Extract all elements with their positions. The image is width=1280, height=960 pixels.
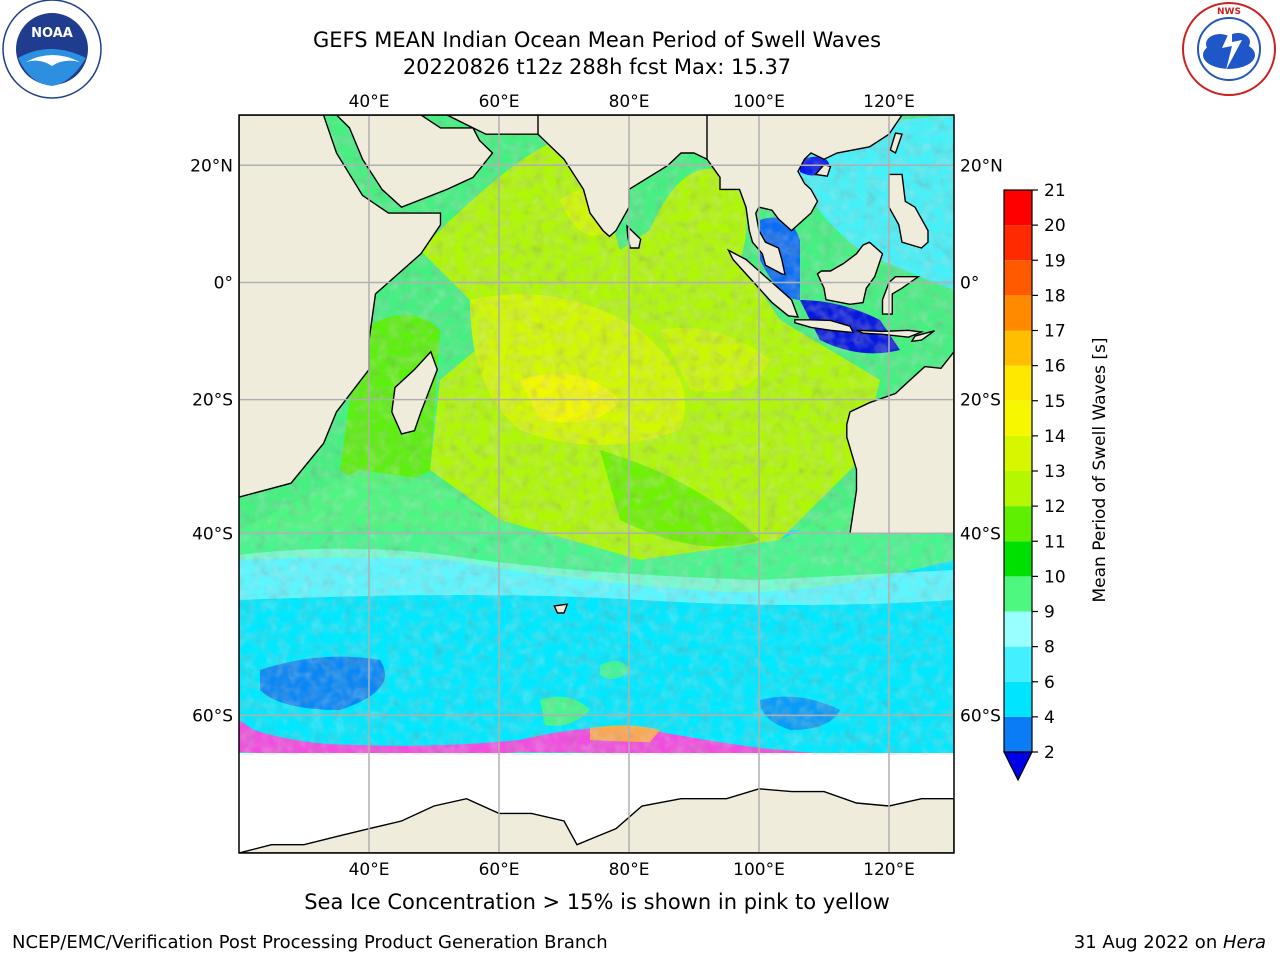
map-area bbox=[239, 115, 954, 853]
colorbar-tick-label: 19 bbox=[1044, 251, 1066, 271]
colorbar-tick-label: 16 bbox=[1044, 357, 1066, 377]
land-sulawesi bbox=[881, 276, 921, 315]
lat-label-left: 20°N bbox=[190, 156, 233, 176]
lat-label-right: 60°S bbox=[960, 706, 1001, 726]
lat-label-left: 60°S bbox=[192, 706, 233, 726]
noaa-logo-text: NOAA bbox=[31, 26, 73, 41]
colorbar-tick-label: 18 bbox=[1044, 286, 1066, 306]
chart-subtitle: 20220826 t12z 288h fcst Max: 15.37 bbox=[402, 55, 792, 79]
lat-label-right: 20°N bbox=[960, 156, 1003, 176]
colorbar-label: Mean Period of Swell Waves [s] bbox=[1090, 338, 1110, 603]
lat-label-left: 0° bbox=[214, 273, 233, 293]
lon-label-top: 40°E bbox=[349, 92, 390, 112]
lon-label-bottom: 120°E bbox=[863, 860, 915, 880]
lon-label-bottom: 60°E bbox=[479, 860, 520, 880]
chart-title: GEFS MEAN Indian Ocean Mean Period of Sw… bbox=[312, 28, 882, 52]
land-madagascar bbox=[391, 350, 439, 435]
colorbar-segment bbox=[1004, 295, 1032, 331]
lat-label-right: 0° bbox=[960, 273, 979, 293]
colorbar-segment bbox=[1004, 646, 1032, 682]
map-frame bbox=[238, 114, 955, 854]
colorbar-tick-label: 21 bbox=[1044, 181, 1066, 201]
lat-label-right: 40°S bbox=[960, 524, 1001, 544]
colorbar-segment bbox=[1004, 681, 1032, 717]
colorbar-segment bbox=[1004, 716, 1032, 752]
land-philippines bbox=[888, 173, 929, 249]
colorbar-tick-label: 8 bbox=[1044, 638, 1055, 658]
colorbar-tick-label: 14 bbox=[1044, 427, 1066, 447]
colorbar-segment bbox=[1004, 435, 1032, 471]
footer-date: 31 Aug 2022 on Hera bbox=[1074, 932, 1266, 953]
footer-credit: NCEP/EMC/Verification Post Processing Pr… bbox=[12, 932, 608, 953]
lon-label-top: 120°E bbox=[863, 92, 915, 112]
land-hainan bbox=[814, 163, 832, 177]
lat-label-left: 40°S bbox=[192, 524, 233, 544]
lat-label-right: 20°S bbox=[960, 391, 1001, 411]
colorbar-segment bbox=[1004, 541, 1032, 577]
colorbar-tick-label: 12 bbox=[1044, 497, 1066, 517]
colorbar-segment bbox=[1004, 190, 1032, 226]
colorbar-tick-label: 6 bbox=[1044, 673, 1055, 693]
land-antarctica bbox=[239, 788, 954, 853]
land-sumatra bbox=[726, 248, 800, 318]
colorbar-segment bbox=[1004, 330, 1032, 366]
lon-label-top: 100°E bbox=[733, 92, 785, 112]
noaa-logo: NOAA bbox=[2, 0, 102, 99]
land-iran bbox=[421, 115, 546, 135]
land-taiwan bbox=[889, 132, 903, 155]
nws-logo: NWS bbox=[1182, 2, 1276, 96]
colorbar-tick-label: 9 bbox=[1044, 603, 1055, 623]
colorbar-segment bbox=[1004, 400, 1032, 436]
footer-machine: Hera bbox=[1222, 932, 1266, 953]
colorbar-tick-label: 2 bbox=[1044, 743, 1055, 763]
lon-label-top: 60°E bbox=[479, 92, 520, 112]
colorbar-segment bbox=[1004, 260, 1032, 296]
land-borneo bbox=[816, 241, 884, 306]
land-timor bbox=[910, 330, 935, 343]
colorbar-tick-label: 13 bbox=[1044, 462, 1066, 482]
land-arabia bbox=[330, 115, 494, 209]
footer-date-text: 31 Aug 2022 on bbox=[1073, 932, 1223, 953]
land-srilanka bbox=[626, 224, 642, 249]
land-kerguelen bbox=[553, 603, 569, 614]
colorbar-tick-label: 11 bbox=[1044, 532, 1066, 552]
land-java bbox=[794, 319, 855, 334]
colorbar-segment bbox=[1004, 576, 1032, 612]
lat-label-left: 20°S bbox=[192, 391, 233, 411]
svg-text:NWS: NWS bbox=[1217, 7, 1241, 17]
colorbar-segment bbox=[1004, 471, 1032, 507]
sea-ice-caption: Sea Ice Concentration > 15% is shown in … bbox=[304, 890, 890, 914]
lon-label-bottom: 100°E bbox=[733, 860, 785, 880]
colorbar-tick-label: 17 bbox=[1044, 322, 1066, 342]
colorbar: 2 4 6 8 9 10 11 12 13 14 15 16 17 18 19 20 21 bbox=[1003, 181, 1066, 782]
lon-label-bottom: 80°E bbox=[609, 860, 650, 880]
colorbar-segment bbox=[1004, 611, 1032, 647]
colorbar-segment bbox=[1004, 365, 1032, 401]
colorbar-tick-label: 20 bbox=[1044, 216, 1066, 236]
colorbar-segment bbox=[1004, 225, 1032, 261]
lon-label-top: 80°E bbox=[609, 92, 650, 112]
colorbar-tick-label: 10 bbox=[1044, 567, 1066, 587]
land-burma bbox=[706, 115, 903, 276]
land-australia bbox=[846, 350, 954, 534]
land-africa bbox=[239, 115, 442, 498]
colorbar-tick-label: 15 bbox=[1044, 392, 1066, 412]
colorbar-under-arrow bbox=[1003, 751, 1033, 782]
colorbar-tick-label: 4 bbox=[1044, 708, 1055, 728]
colorbar-segment bbox=[1004, 506, 1032, 542]
lon-label-bottom: 40°E bbox=[349, 860, 390, 880]
